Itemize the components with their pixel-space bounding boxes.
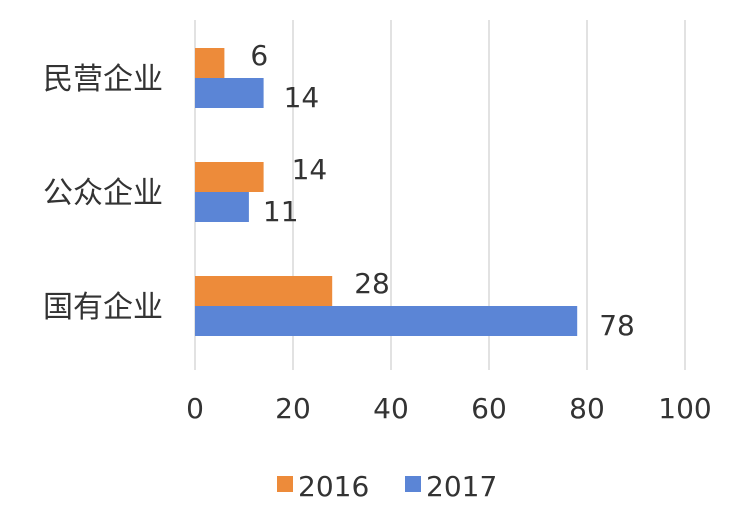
legend-swatch: [405, 476, 421, 492]
x-tick-label: 40: [373, 392, 409, 425]
category-label: 国有企业: [43, 290, 163, 325]
legend-swatch: [277, 476, 293, 492]
legend-label: 2016: [298, 470, 369, 503]
data-labels: 6 14 14 11 28 78: [250, 39, 634, 342]
bar-2017: [195, 192, 249, 222]
category-label: 公众企业: [43, 176, 163, 211]
bar-2017: [195, 78, 264, 108]
bar-2016: [195, 162, 264, 192]
data-label: 14: [284, 81, 320, 114]
x-tick-label: 80: [569, 392, 605, 425]
data-label: 14: [292, 153, 328, 186]
data-label: 11: [263, 195, 299, 228]
data-label: 28: [354, 267, 390, 300]
legend-label: 2017: [426, 470, 497, 503]
x-tick-label: 20: [275, 392, 311, 425]
x-tick-labels: 0 20 40 60 80 100: [186, 392, 712, 425]
legend: 2016 2017: [277, 470, 497, 503]
x-tick-label: 60: [471, 392, 507, 425]
x-tick-label: 100: [658, 392, 711, 425]
bar-2016: [195, 48, 225, 78]
bars: [195, 48, 578, 336]
x-tick-label: 0: [186, 392, 204, 425]
data-label: 6: [250, 39, 268, 72]
bar-2017: [195, 306, 578, 336]
data-label: 78: [599, 309, 635, 342]
category-label: 民营企业: [43, 62, 163, 97]
bar-2016: [195, 276, 333, 306]
